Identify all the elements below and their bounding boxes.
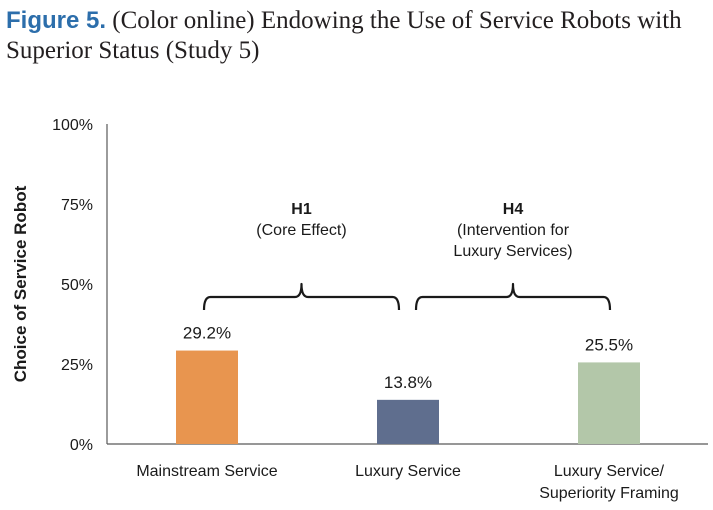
x-tick-label: Superiority Framing bbox=[539, 485, 679, 502]
brace-h1 bbox=[202, 282, 401, 311]
annotation-title: H1 bbox=[291, 201, 312, 218]
y-tick-label: 75% bbox=[61, 197, 93, 214]
annotation-title: H4 bbox=[503, 201, 524, 218]
x-tick-label: Mainstream Service bbox=[136, 463, 277, 480]
figure-caption: Figure 5. (Color online) Endowing the Us… bbox=[6, 6, 706, 66]
y-tick-label: 50% bbox=[61, 277, 93, 294]
data-label: 13.8% bbox=[384, 373, 432, 392]
x-tick-label: Luxury Service bbox=[355, 463, 461, 480]
bar bbox=[377, 399, 439, 444]
annotation-text: Luxury Services) bbox=[453, 243, 572, 260]
figure-caption-text: (Color online) Endowing the Use of Servi… bbox=[6, 7, 682, 64]
data-label: 29.2% bbox=[183, 324, 231, 343]
x-tick-label: Luxury Service/ bbox=[554, 463, 665, 480]
annotation-text: (Core Effect) bbox=[256, 222, 346, 239]
y-tick-label: 100% bbox=[52, 117, 93, 134]
y-tick-label: 25% bbox=[61, 357, 93, 374]
figure-number: Figure 5. bbox=[6, 7, 107, 34]
brace-h4 bbox=[414, 282, 612, 311]
bar bbox=[176, 350, 238, 444]
annotation-text: (Intervention for bbox=[457, 222, 570, 239]
data-label: 25.5% bbox=[585, 335, 633, 354]
bar bbox=[578, 362, 640, 444]
y-axis-title: Choice of Service Robot bbox=[11, 185, 30, 382]
y-tick-label: 0% bbox=[70, 437, 93, 454]
